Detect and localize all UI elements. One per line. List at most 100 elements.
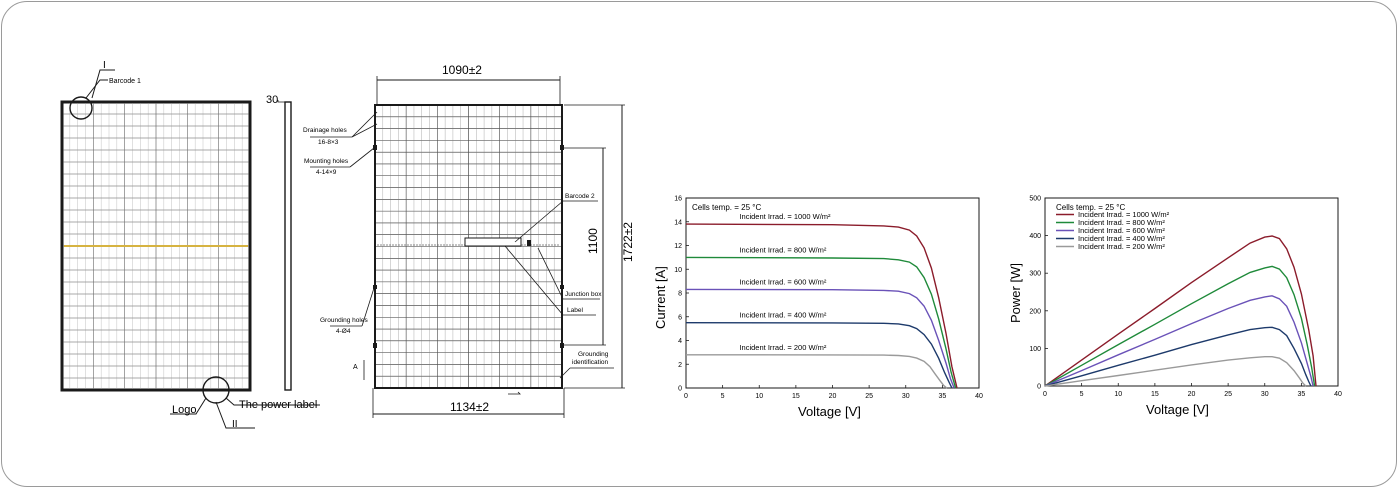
series-label: Incident Irrad. = 800 W/m² bbox=[739, 245, 826, 254]
x-tick-label: 40 bbox=[975, 393, 983, 400]
label-leader bbox=[504, 245, 564, 316]
pv-xlabel: Voltage [V] bbox=[1146, 402, 1209, 417]
series-line bbox=[685, 354, 948, 389]
x-tick-label: 20 bbox=[829, 393, 837, 400]
x-tick-label: 40 bbox=[1334, 391, 1342, 398]
y-tick-label: 14 bbox=[674, 219, 682, 226]
mounting-hole-right-top bbox=[560, 145, 564, 150]
series-line bbox=[685, 223, 958, 389]
barcode2-leader bbox=[514, 200, 564, 243]
y-tick-label: 400 bbox=[1029, 233, 1041, 240]
series-label: Incident Irrad. = 400 W/m² bbox=[739, 311, 826, 320]
height-outer-text: 1722±2 bbox=[621, 222, 635, 262]
iv-series-group bbox=[685, 223, 958, 389]
mounting-hole-left-bottom bbox=[373, 343, 377, 348]
series-line bbox=[1044, 265, 1316, 387]
series-line bbox=[1044, 326, 1312, 387]
series-line bbox=[1044, 235, 1317, 387]
mounting-spec: 4-14×9 bbox=[316, 169, 337, 176]
barcode1-callout-circle bbox=[69, 96, 93, 120]
legend-label: Incident Irrad. = 800 W/m² bbox=[1078, 218, 1165, 227]
legend-label: Incident Irrad. = 600 W/m² bbox=[1078, 226, 1165, 235]
y-tick-label: 8 bbox=[678, 291, 682, 298]
y-tick-label: 10 bbox=[674, 267, 682, 274]
grounding-id-leader bbox=[559, 367, 571, 379]
iv-xlabel: Voltage [V] bbox=[798, 404, 861, 419]
barcode2-marker bbox=[527, 240, 531, 246]
mounting-label: Mounting holes bbox=[304, 158, 349, 165]
y-tick-label: 6 bbox=[678, 314, 682, 321]
callout-I-leader bbox=[91, 69, 115, 99]
y-tick-label: 0 bbox=[678, 386, 682, 393]
pv-series-group bbox=[1044, 235, 1317, 387]
series-label: Incident Irrad. = 600 W/m² bbox=[739, 277, 826, 286]
small-arrow-symbol bbox=[508, 391, 521, 395]
junction-leader bbox=[537, 247, 564, 300]
series-line bbox=[685, 288, 955, 389]
side-thickness-leader bbox=[277, 100, 285, 103]
pv-annotation: Cells temp. = 25 °C bbox=[1056, 203, 1125, 212]
legend-label: Incident Irrad. = 1000 W/m² bbox=[1078, 210, 1170, 219]
side-thickness-text: 30 bbox=[266, 94, 278, 106]
junction-box bbox=[464, 237, 522, 247]
grounding-id-2: identification bbox=[572, 359, 609, 366]
x-tick-label: 20 bbox=[1188, 391, 1196, 398]
x-tick-label: 10 bbox=[755, 393, 763, 400]
series-line bbox=[1044, 295, 1314, 387]
iv-ylabel: Current [A] bbox=[653, 266, 668, 329]
y-tick-label: 300 bbox=[1029, 271, 1041, 278]
width-top-text: 1090±2 bbox=[442, 63, 482, 77]
barcode2-label: Barcode 2 bbox=[565, 193, 595, 200]
y-tick-label: 12 bbox=[674, 243, 682, 250]
callout-II-text: II bbox=[232, 419, 238, 430]
pv-plot-area bbox=[1044, 197, 1339, 387]
width-bottom-text: 1134±2 bbox=[450, 400, 489, 414]
x-tick-label: 25 bbox=[1224, 391, 1232, 398]
grounding-label: Grounding holes bbox=[320, 317, 368, 324]
drainage-spec: 16-8×3 bbox=[318, 139, 339, 146]
x-tick-label: 25 bbox=[865, 393, 873, 400]
iv-ticks: 0 5 10 15 20 25 30 35 40 0 2 4 6 8 10 12 14 16 bbox=[674, 196, 983, 401]
power-label-leader bbox=[225, 397, 320, 406]
mounting-leader bbox=[349, 147, 375, 168]
power-label-text: The power label bbox=[239, 399, 317, 411]
x-tick-label: 0 bbox=[1043, 391, 1047, 398]
y-tick-label: 16 bbox=[674, 196, 682, 203]
drainage-leader-1 bbox=[351, 111, 378, 138]
series-line bbox=[1044, 355, 1307, 387]
series-label: Incident Irrad. = 1000 W/m² bbox=[739, 212, 831, 221]
logo-leader bbox=[170, 397, 207, 415]
side-view-profile bbox=[284, 101, 292, 391]
iv-series-labels: Incident Irrad. = 1000 W/m² Incident Irra… bbox=[739, 212, 831, 352]
callout-II-leader bbox=[215, 401, 255, 429]
grounding-id-1: Grounding bbox=[578, 351, 609, 358]
x-tick-label: 5 bbox=[1080, 391, 1084, 398]
junction-label: Junction box bbox=[565, 291, 602, 298]
section-a-text: A bbox=[353, 364, 358, 371]
barcode1-text: Barcode 1 bbox=[109, 78, 141, 85]
callout-I-text: I bbox=[103, 60, 106, 71]
barcode1-leader bbox=[85, 79, 108, 99]
y-tick-label: 0 bbox=[1037, 384, 1041, 391]
x-tick-label: 15 bbox=[792, 393, 800, 400]
logo-text: Logo bbox=[172, 404, 196, 416]
x-tick-label: 30 bbox=[902, 393, 910, 400]
back-view-drawing: 1090±2 1134±2 1100 1722±2 Drainage holes… bbox=[303, 63, 635, 418]
y-tick-label: 500 bbox=[1029, 196, 1041, 203]
x-tick-label: 35 bbox=[1297, 391, 1305, 398]
series-line bbox=[685, 321, 953, 389]
legend-label: Incident Irrad. = 400 W/m² bbox=[1078, 234, 1165, 243]
grounding-hole-left bbox=[373, 285, 377, 289]
iv-annotation: Cells temp. = 25 °C bbox=[692, 203, 761, 212]
front-view-drawing: I Barcode 1 Logo The power label II 30 bbox=[60, 60, 320, 430]
x-tick-label: 5 bbox=[721, 393, 725, 400]
x-tick-label: 30 bbox=[1261, 391, 1269, 398]
iv-curve-chart: 0 5 10 15 20 25 30 35 40 0 2 4 6 8 10 12 14 16 Incident I… bbox=[653, 196, 983, 420]
x-tick-label: 15 bbox=[1151, 391, 1159, 398]
iv-plot-area bbox=[685, 197, 980, 389]
y-tick-label: 100 bbox=[1029, 346, 1041, 353]
